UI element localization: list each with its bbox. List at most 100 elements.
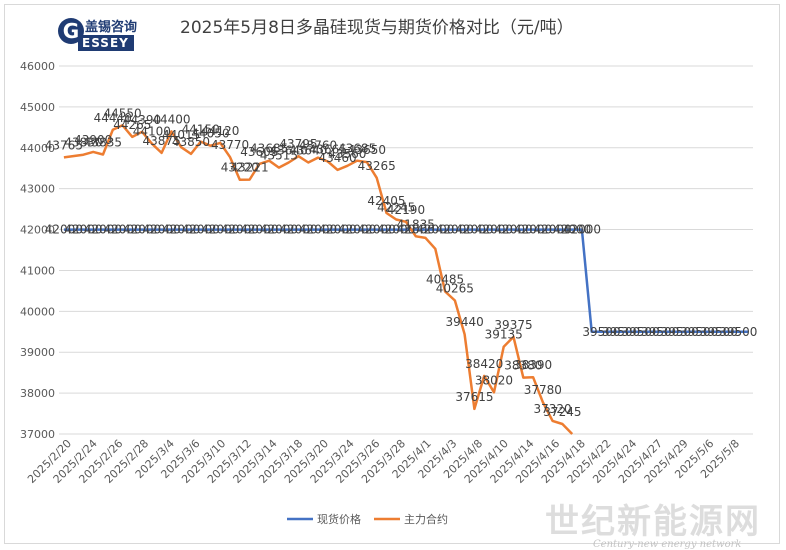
logo-bar (78, 35, 134, 51)
logo-mark: G (58, 18, 84, 44)
spot-data-label: 39500 (700, 325, 738, 339)
spot-data-label: 42000 (514, 223, 552, 237)
futures-data-label: 44400 (152, 112, 190, 126)
y-tick-label: 45000 (20, 101, 55, 114)
spot-data-label: 42000 (534, 223, 572, 237)
spot-data-label: 42000 (279, 223, 317, 237)
futures-data-label: 44120 (201, 124, 239, 138)
futures-data-label: 43665 (309, 142, 347, 156)
spot-data-label: 42000 (240, 223, 278, 237)
futures-data-label: 44265 (113, 118, 151, 132)
chart-frame (4, 4, 780, 544)
futures-data-label: 38420 (465, 357, 503, 371)
spot-data-label: 42000 (338, 223, 376, 237)
futures-data-label: 44440 (94, 111, 132, 125)
watermark-en: Century-new energy network (593, 539, 742, 550)
y-tick-label: 39000 (20, 346, 55, 359)
y-tick-label: 37000 (20, 428, 55, 441)
futures-data-label: 44390 (123, 113, 161, 127)
futures-data-label: 43650 (348, 143, 386, 157)
gessey-logo: G 盖锡咨询 ESSEY (58, 16, 138, 56)
spot-data-label: 39500 (602, 325, 640, 339)
spot-data-label: 42000 (123, 223, 161, 237)
futures-data-label: 38390 (514, 358, 552, 372)
y-tick-label: 43000 (20, 183, 55, 196)
spot-data-label: 42000 (201, 223, 239, 237)
spot-data-label: 42000 (299, 223, 337, 237)
spot-data-label: 42000 (84, 223, 122, 237)
futures-data-label: 43900 (74, 133, 112, 147)
futures-data-label: 39440 (446, 315, 484, 329)
futures-data-label: 44100 (133, 125, 171, 139)
futures-data-label: 44150 (182, 123, 220, 137)
logo-text-cn: 盖锡咨询 (85, 20, 138, 35)
spot-data-label: 42000 (455, 223, 493, 237)
spot-data-label: 42000 (377, 223, 415, 237)
futures-data-label: 43460 (318, 151, 356, 165)
spot-data-label: 42000 (416, 223, 454, 237)
spot-data-label: 42000 (64, 223, 102, 237)
futures-data-label: 43640 (270, 143, 308, 157)
y-tick-label: 40000 (20, 305, 55, 318)
legend-label-futures: 主力合约 (404, 512, 448, 526)
futures-data-label: 43685 (250, 142, 288, 156)
futures-data-label: 43605 (240, 145, 278, 159)
spot-data-label: 42000 (563, 223, 601, 237)
futures-data-label: 43830 (64, 136, 102, 150)
futures-data-label: 43835 (84, 136, 122, 150)
futures-data-label: 43685 (338, 142, 376, 156)
spot-data-label: 39500 (641, 325, 679, 339)
y-tick-label: 42000 (20, 224, 55, 237)
y-tick-label: 46000 (20, 60, 55, 73)
futures-data-label: 40485 (426, 273, 464, 287)
y-tick-label: 38000 (20, 387, 55, 400)
futures-data-label: 43220 (221, 161, 259, 175)
futures-data-label: 42245 (377, 201, 415, 215)
spot-data-label: 42000 (494, 223, 532, 237)
y-tick-label: 41000 (20, 264, 55, 277)
spot-data-label: 42000 (45, 223, 83, 237)
futures-data-label: 43760 (299, 139, 337, 153)
futures-data-label: 43765 (45, 138, 83, 152)
spot-price-line (63, 228, 749, 334)
futures-data-label: 37615 (455, 390, 493, 404)
futures-data-label: 37780 (524, 383, 562, 397)
futures-data-label: 41835 (397, 217, 435, 231)
spot-data-label: 42000 (436, 223, 474, 237)
spot-data-label: 42000 (475, 223, 513, 237)
futures-data-label: 37245 (543, 405, 581, 419)
futures-data-label: 40265 (436, 281, 474, 295)
futures-data-label: 38020 (475, 373, 513, 387)
logo-text-en: ESSEY (82, 36, 129, 50)
watermark-cn: 世纪新能源网 (545, 502, 761, 542)
legend-label-spot: 现货价格 (317, 512, 361, 526)
spot-data-label: 42000 (260, 223, 298, 237)
spot-data-label: 39500 (680, 325, 718, 339)
futures-data-label: 42405 (367, 194, 405, 208)
futures-contract-line (63, 124, 574, 435)
futures-data-label: 43560 (328, 147, 366, 161)
spot-data-label: 39500 (661, 325, 699, 339)
futures-data-label: 38380 (504, 359, 542, 373)
spot-data-label: 42000 (318, 223, 356, 237)
spot-data-label: 39500 (582, 325, 620, 339)
chart-title: 2025年5月8日多晶硅现货与期货价格对比（元/吨） (180, 18, 574, 38)
futures-data-label: 44015 (162, 128, 200, 142)
futures-data-label: 43265 (358, 159, 396, 173)
futures-data-label: 44050 (191, 127, 229, 141)
spot-data-label: 42000 (103, 223, 141, 237)
spot-data-label: 42000 (162, 223, 200, 237)
futures-data-label: 43515 (260, 149, 298, 163)
y-tick-label: 44000 (20, 142, 55, 155)
futures-data-label: 43640 (289, 143, 327, 157)
futures-data-label: 42190 (387, 203, 425, 217)
spot-data-label: 39500 (719, 325, 757, 339)
futures-data-label: 43850 (172, 135, 210, 149)
spot-data-label: 42000 (143, 223, 181, 237)
spot-data-label: 42000 (553, 223, 591, 237)
futures-data-label: 37320 (534, 402, 572, 416)
futures-data-label: 39375 (494, 318, 532, 332)
futures-data-label: 43795 (279, 137, 317, 151)
spot-data-label: 39500 (621, 325, 659, 339)
spot-data-label: 42000 (358, 223, 396, 237)
